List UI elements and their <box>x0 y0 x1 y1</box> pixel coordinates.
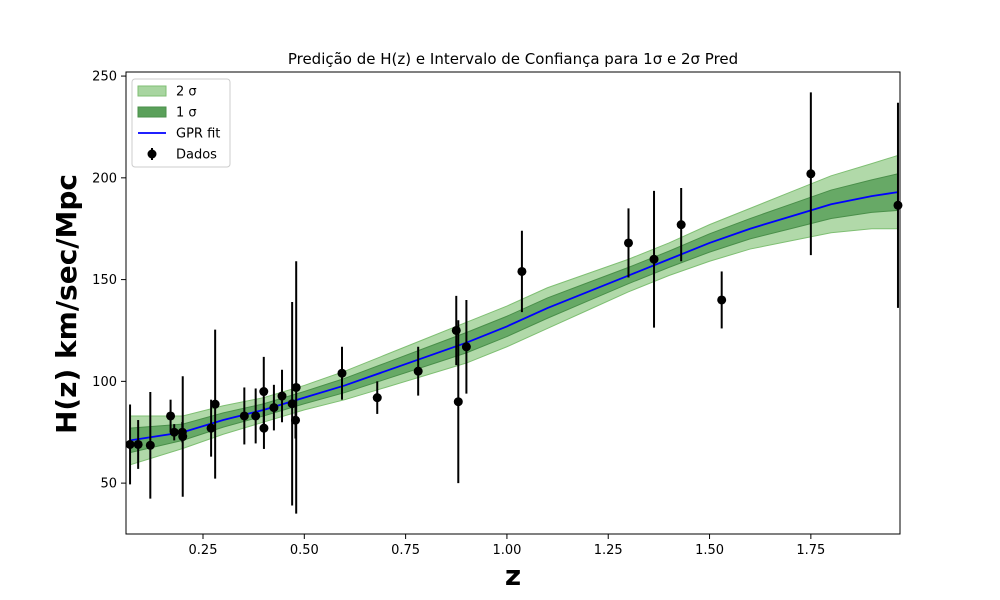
legend-swatch-2-sigma <box>137 85 167 97</box>
point-marker <box>166 411 176 421</box>
data-point <box>210 329 220 479</box>
y-tick-label: 200 <box>92 171 117 186</box>
point-marker <box>451 325 461 335</box>
point-marker <box>206 423 216 433</box>
data-point <box>125 404 135 485</box>
data-point <box>206 399 216 457</box>
data-point <box>893 102 903 308</box>
point-marker <box>178 432 188 442</box>
legend: 2 σ 1 σ GPR fit Dados <box>131 78 231 168</box>
legend-entry: 2 σ <box>137 85 197 100</box>
x-tick-label: 1.25 <box>594 543 623 558</box>
point-marker <box>717 295 727 305</box>
y-tick-label: 50 <box>100 477 117 492</box>
data-point <box>269 384 279 431</box>
point-marker <box>453 397 463 407</box>
point-marker <box>337 368 347 378</box>
legend-label: Dados <box>176 148 217 163</box>
data-point <box>251 388 261 444</box>
x-tick-label: 0.25 <box>189 543 218 558</box>
chart-title: Predição de H(z) e Intervalo de Confianç… <box>288 50 738 68</box>
legend-entry: 1 σ <box>137 106 197 121</box>
point-marker <box>259 387 269 397</box>
y-axis-label: H(z) km/sec/Mpc <box>50 174 83 434</box>
point-marker <box>269 403 279 413</box>
data-point <box>239 387 249 445</box>
data-point <box>178 376 188 497</box>
data-point <box>453 320 463 484</box>
point-marker <box>277 391 287 401</box>
point-marker <box>893 200 903 210</box>
axes-frame <box>125 71 901 535</box>
point-marker <box>372 393 382 403</box>
legend-box <box>131 78 231 168</box>
point-marker <box>649 254 659 264</box>
point-marker <box>210 399 220 409</box>
y-tick-label: 100 <box>92 375 117 390</box>
point-marker <box>259 423 269 433</box>
legend-swatch-point <box>147 149 157 159</box>
legend-label: 2 σ <box>176 85 197 100</box>
data-point <box>649 190 659 328</box>
x-tick-label: 1.75 <box>796 543 825 558</box>
data-point <box>517 230 527 313</box>
point-marker <box>239 411 249 421</box>
legend-entry: GPR fit <box>138 127 220 142</box>
point-marker <box>145 440 155 450</box>
data-point <box>337 346 347 400</box>
point-marker <box>517 266 527 276</box>
legend-label: 1 σ <box>176 106 197 121</box>
data-point <box>287 301 297 506</box>
data-point <box>717 271 727 329</box>
point-marker <box>676 220 686 230</box>
x-tick-label: 1.00 <box>492 543 521 558</box>
point-marker <box>413 366 423 376</box>
y-tick-label: 150 <box>92 273 117 288</box>
point-marker <box>133 439 143 449</box>
point-marker <box>806 169 816 179</box>
x-tick-label: 0.50 <box>290 543 319 558</box>
data-point <box>259 407 269 449</box>
data-point <box>413 346 423 396</box>
y-axis-ticks: 50 100 150 200 250 <box>92 70 126 492</box>
y-tick-label: 250 <box>92 70 117 85</box>
legend-swatch-1-sigma <box>137 106 167 118</box>
point-marker <box>125 439 135 449</box>
point-marker <box>623 238 633 248</box>
point-marker <box>251 411 261 421</box>
x-tick-label: 1.50 <box>695 543 724 558</box>
data-point <box>461 299 471 394</box>
data-point <box>277 369 287 423</box>
x-tick-label: 0.75 <box>391 543 420 558</box>
data-points <box>125 92 903 514</box>
data-point <box>291 261 301 514</box>
data-point <box>145 391 155 499</box>
data-point <box>623 208 633 278</box>
data-point <box>372 381 382 414</box>
x-axis-label: z <box>505 559 521 592</box>
data-point <box>166 399 176 433</box>
point-marker <box>287 399 297 409</box>
legend-label: GPR fit <box>176 127 220 142</box>
data-point <box>169 424 179 441</box>
point-marker <box>169 427 179 437</box>
legend-entry: Dados <box>147 148 217 163</box>
point-marker <box>461 342 471 352</box>
point-marker <box>291 382 301 392</box>
x-axis-ticks: 0.25 0.50 0.75 1.00 1.25 1.50 1.75 <box>189 534 825 558</box>
data-point <box>806 92 816 256</box>
data-point <box>676 188 686 262</box>
data-point <box>133 420 143 469</box>
